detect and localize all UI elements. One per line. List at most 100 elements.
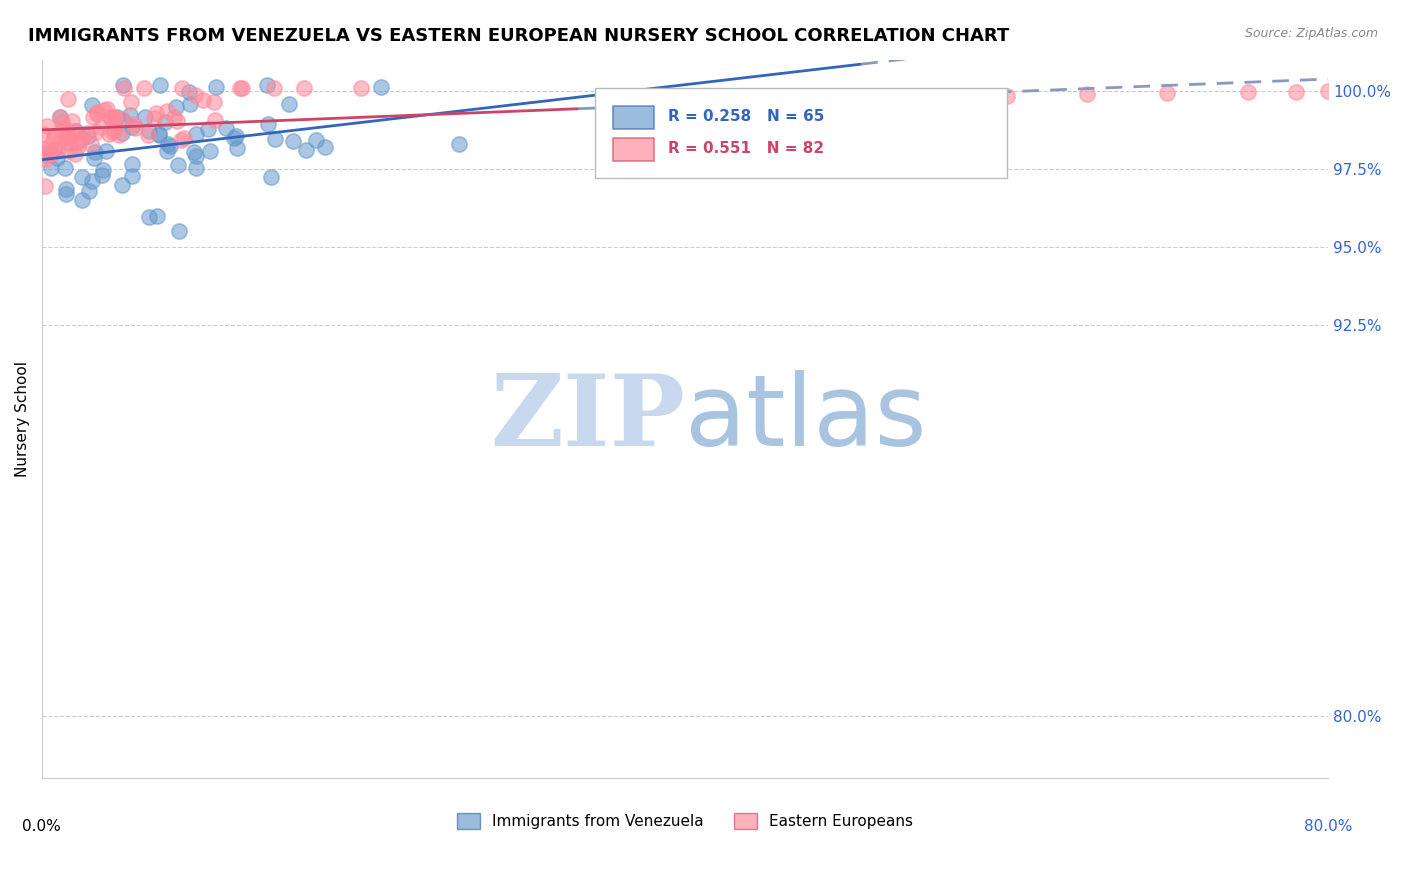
Point: [256, 78, 278, 92]
Point: [153, 115, 176, 129]
Point: [84, 145, 107, 160]
Text: ZIP: ZIP: [491, 370, 685, 467]
Point: [35, 147, 58, 161]
Point: [55, 135, 77, 149]
Point: [111, 78, 134, 92]
Point: [32, 127, 55, 141]
Point: [53, 161, 76, 176]
Point: [32, 142, 55, 156]
Point: [56, 92, 79, 106]
Point: [292, 80, 315, 95]
Point: [56, 128, 79, 143]
Point: [163, 110, 186, 124]
Point: [110, 112, 132, 127]
Point: [35, 145, 58, 160]
Point: [76, 126, 98, 140]
Point: [222, 131, 245, 145]
Point: [39, 146, 62, 161]
Point: [866, 93, 889, 107]
Point: [104, 112, 127, 127]
Point: [65, 124, 87, 138]
Point: [136, 128, 159, 142]
Point: [260, 170, 283, 185]
Point: [197, 121, 219, 136]
Point: [55, 182, 77, 196]
Point: [225, 128, 247, 143]
Point: [82, 111, 104, 125]
Point: [156, 144, 179, 158]
Text: R = 0.551   N = 82: R = 0.551 N = 82: [668, 141, 824, 156]
Point: [184, 127, 207, 141]
Point: [184, 149, 207, 163]
Point: [118, 108, 141, 122]
Point: [111, 178, 134, 192]
Point: [49, 110, 72, 124]
Point: [166, 114, 188, 128]
Point: [80, 174, 103, 188]
Point: [31, 148, 53, 162]
Point: [183, 145, 205, 160]
Point: [111, 114, 134, 128]
Point: [58, 129, 80, 144]
Point: [77, 129, 100, 144]
Point: [46, 142, 69, 156]
Point: [35, 143, 58, 157]
Point: [121, 169, 143, 183]
Point: [995, 88, 1018, 103]
Point: [105, 111, 128, 125]
Point: [1156, 87, 1178, 101]
Legend: Immigrants from Venezuela, Eastern Europeans: Immigrants from Venezuela, Eastern Europ…: [451, 807, 920, 835]
Point: [101, 125, 124, 139]
Point: [191, 93, 214, 107]
Point: [52, 121, 75, 136]
Point: [148, 128, 170, 142]
Text: atlas: atlas: [685, 370, 927, 467]
Point: [55, 186, 77, 201]
Point: [70, 132, 93, 146]
Point: [121, 157, 143, 171]
Point: [86, 105, 108, 120]
Point: [179, 97, 201, 112]
Point: [263, 80, 285, 95]
Point: [170, 81, 193, 95]
Point: [1285, 85, 1308, 99]
Point: [121, 120, 143, 135]
Point: [42, 142, 65, 156]
Point: [91, 162, 114, 177]
Point: [90, 120, 112, 134]
Point: [1076, 87, 1098, 101]
FancyBboxPatch shape: [595, 88, 1007, 178]
Point: [37, 119, 59, 133]
Point: [305, 133, 328, 147]
Point: [231, 80, 253, 95]
Point: [173, 131, 195, 145]
Point: [132, 80, 155, 95]
Point: [103, 123, 125, 137]
Point: [177, 86, 200, 100]
Point: [295, 143, 318, 157]
Point: [277, 96, 299, 111]
Point: [200, 145, 222, 159]
Point: [86, 106, 108, 120]
Point: [146, 209, 169, 223]
Point: [138, 211, 160, 225]
Point: [215, 121, 238, 136]
Point: [167, 158, 190, 172]
Point: [67, 136, 90, 150]
Text: 80.0%: 80.0%: [1303, 819, 1353, 834]
Point: [80, 97, 103, 112]
Point: [228, 80, 250, 95]
Point: [35, 153, 58, 167]
Point: [96, 102, 118, 116]
Point: [70, 170, 93, 185]
Point: [41, 147, 63, 161]
Text: Source: ZipAtlas.com: Source: ZipAtlas.com: [1244, 27, 1378, 40]
Point: [134, 110, 156, 124]
Point: [98, 127, 121, 141]
Point: [124, 120, 146, 135]
Point: [204, 112, 226, 127]
Point: [156, 103, 179, 118]
Point: [39, 161, 62, 176]
Point: [98, 110, 121, 124]
Point: [931, 90, 953, 104]
